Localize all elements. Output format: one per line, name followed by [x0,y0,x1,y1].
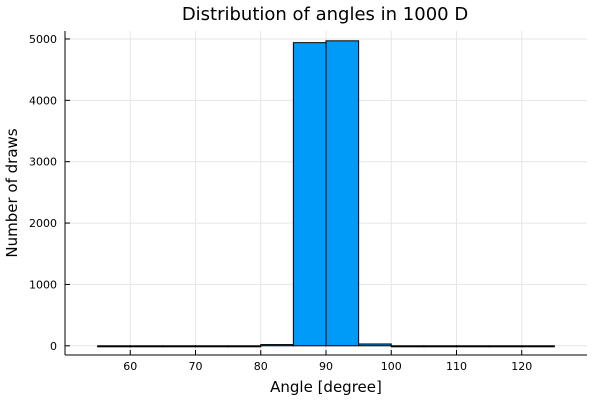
x-tick-label-3: 90 [319,360,333,373]
y-tick-labels: 0 1000 2000 3000 4000 5000 [29,33,57,353]
histogram-bar-2 [162,345,196,348]
x-tick-labels: 60 70 80 90 100 110 120 [123,360,532,373]
histogram-bar-8 [358,343,392,347]
y-tick-label-5: 5000 [29,33,57,46]
x-tick-label-4: 100 [381,360,402,373]
histogram-bar-13 [521,345,555,348]
x-axis-label: Angle [degree] [270,378,382,396]
x-tick-label-1: 70 [189,360,203,373]
y-tick-label-3: 3000 [29,156,57,169]
x-tick-label-6: 120 [511,360,532,373]
histogram-bar-9 [390,345,425,348]
histogram-bar-10 [423,345,457,348]
histogram-bar-0 [97,345,131,348]
y-tick-label-2: 2000 [29,217,57,230]
axes [64,31,587,356]
histogram-bar-12 [488,345,523,348]
histogram-bar-3 [195,345,229,348]
chart-title: Distribution of angles in 1000 D [182,4,468,25]
y-axis-label: Number of draws [3,128,21,257]
x-tick-label-0: 60 [123,360,137,373]
x-tick-label-2: 80 [254,360,268,373]
histogram-bars [97,40,555,348]
histogram-bar-11 [456,345,490,348]
y-tick-label-0: 0 [50,340,57,353]
x-tick-label-5: 110 [446,360,467,373]
y-tick-label-4: 4000 [29,94,57,107]
y-tick-label-1: 1000 [29,278,57,291]
histogram-bar-4 [227,345,262,348]
histogram-bar-5 [260,344,294,347]
histogram-bar-1 [129,345,164,348]
histogram-bar-6 [292,42,327,347]
histogram-bar-7 [325,40,360,347]
